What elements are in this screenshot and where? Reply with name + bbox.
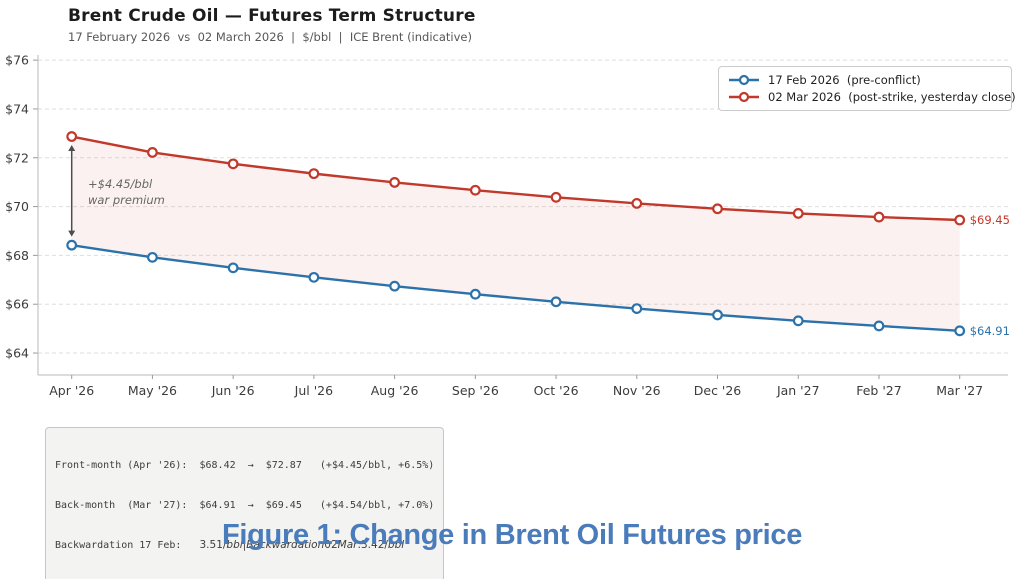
- x-tick-label: Aug '26: [371, 383, 419, 398]
- data-point-pre-conflict: [712, 309, 723, 321]
- data-point-pre-conflict: [631, 303, 643, 315]
- stats-backwardation: Backwardation 17 Feb: 3.51/bbl|Backwarda…: [55, 539, 434, 552]
- stats-front-month: Front-month (Apr '26): $68.42 → $72.87 (…: [55, 459, 435, 471]
- data-point-pre-conflict: [66, 239, 78, 251]
- war-premium-annotation: +$4.45/bbl: [88, 177, 153, 191]
- x-tick-label: Jun '26: [211, 383, 255, 398]
- x-tick-label: Sep '26: [452, 383, 499, 398]
- data-point-pre-conflict: [389, 280, 401, 292]
- series-line-pre-conflict: [71, 243, 960, 333]
- data-point-post-strike: [389, 177, 401, 188]
- x-tick-label: Dec '26: [694, 383, 742, 398]
- data-point-post-strike: [308, 168, 320, 180]
- y-tick-label: $68: [5, 248, 29, 263]
- data-point-pre-conflict: [147, 251, 158, 263]
- data-point-pre-conflict: [469, 288, 481, 300]
- x-tick-label: Jul '26: [294, 383, 333, 398]
- data-point-post-strike: [227, 158, 239, 170]
- end-label-post-strike: $69.45: [970, 213, 1010, 227]
- data-point-post-strike: [873, 211, 885, 223]
- y-tick-label: $72: [5, 150, 29, 165]
- chart-legend: 17 Feb 2026 (pre-conflict) 02 Mar 2026 (…: [718, 66, 1016, 111]
- x-tick-label: Mar '27: [936, 383, 983, 398]
- series-line-post-strike: [71, 135, 960, 222]
- data-point-pre-conflict: [308, 271, 320, 283]
- premium-arrowhead-bottom: [68, 230, 76, 237]
- x-tick-label: Feb '27: [856, 383, 901, 398]
- x-tick-label: Oct '26: [534, 383, 579, 398]
- data-point-post-strike: [631, 198, 643, 209]
- chart-subtitle: 17 February 2026 vs 02 March 2026 | $/bb…: [68, 30, 472, 44]
- stats-box: Front-month (Apr '26): $68.42 → $72.87 (…: [45, 427, 445, 579]
- legend-line-marker-red-icon: [729, 91, 759, 102]
- legend-line-marker-blue-icon: [729, 74, 759, 85]
- chart-title: Brent Crude Oil — Futures Term Structure: [68, 6, 476, 26]
- y-tick-label: $64: [5, 346, 29, 361]
- x-tick-label: Nov '26: [613, 383, 661, 398]
- premium-arrowhead-top: [68, 145, 76, 152]
- war-premium-annotation: war premium: [88, 193, 165, 207]
- data-point-post-strike: [469, 184, 481, 196]
- data-point-post-strike: [792, 208, 804, 219]
- data-point-pre-conflict: [550, 296, 562, 308]
- x-tick-label: Apr '26: [49, 383, 94, 398]
- stats-backwardation-label: Backwardation 17 Feb:: [55, 540, 200, 552]
- x-tick-label: Jan '27: [776, 383, 820, 398]
- data-point-pre-conflict: [873, 320, 885, 332]
- term-structure-chart-canvas: $64 $66 $68 $70 $72 $74 $76 +$4.45/bbl war premi…: [5, 53, 1010, 398]
- data-point-post-strike: [66, 131, 78, 142]
- stats-backwardation-value: 3.51/bbl|Backwardation02Mar:3.42/bbl: [199, 539, 405, 552]
- legend-label-pre-conflict: 17 Feb 2026 (pre-conflict): [768, 72, 921, 87]
- y-tick-label: $74: [5, 101, 29, 116]
- stats-back-month: Back-month (Mar '27): $64.91 → $69.45 (+…: [55, 500, 435, 512]
- y-tick-label: $70: [5, 199, 29, 214]
- war-premium-fill-area: [71, 136, 960, 331]
- y-tick-label: $66: [5, 297, 29, 312]
- figure-caption: Figure 1: Change in Brent Oil Futures pr…: [221, 519, 803, 551]
- data-point-pre-conflict: [792, 315, 804, 327]
- data-point-post-strike: [954, 214, 966, 226]
- data-point-post-strike: [712, 203, 723, 215]
- data-point-post-strike: [550, 191, 562, 203]
- end-label-pre-conflict: $64.91: [970, 324, 1010, 338]
- data-point-post-strike: [147, 146, 158, 158]
- data-point-pre-conflict: [227, 262, 239, 274]
- legend-item-post-strike: 02 Mar 2026 (post-strike, yesterday clos…: [728, 88, 1016, 105]
- x-tick-label: May '26: [128, 383, 177, 398]
- data-point-pre-conflict: [954, 325, 966, 337]
- y-tick-label: $76: [5, 53, 29, 68]
- legend-item-pre-conflict: 17 Feb 2026 (pre-conflict): [728, 71, 1002, 88]
- legend-label-post-strike: 02 Mar 2026 (post-strike, yesterday clos…: [768, 89, 1016, 104]
